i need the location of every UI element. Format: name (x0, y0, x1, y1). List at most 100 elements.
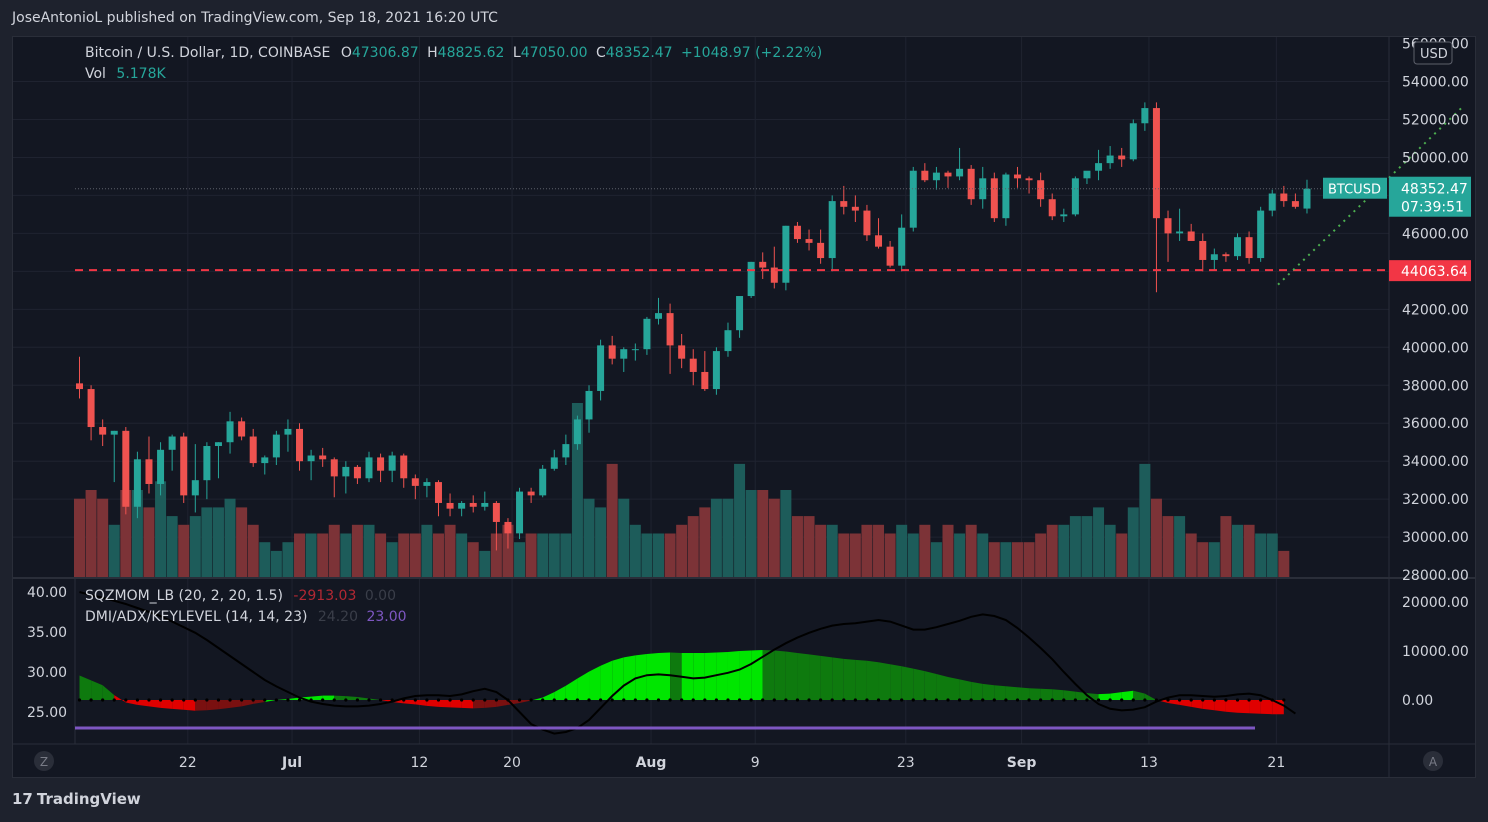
volume-bar (803, 516, 815, 577)
squeeze-dot (274, 698, 278, 702)
squeeze-dot (228, 698, 232, 702)
price-axis-label: 46000.00 (1402, 226, 1469, 242)
candle-body (1002, 174, 1010, 219)
squeeze-dot (240, 698, 244, 702)
candle-body (168, 436, 176, 450)
candle-body (678, 345, 686, 359)
sqzmom-histogram-segment (496, 700, 508, 707)
legend-low: 47050.00 (520, 45, 588, 61)
sqzmom-histogram-segment (357, 697, 369, 700)
time-axis-label: Aug (636, 755, 667, 771)
volume-bar (247, 524, 259, 577)
sqzmom-histogram-segment (600, 660, 613, 700)
candle-body (1106, 155, 1114, 164)
candle-body (1234, 237, 1241, 257)
volume-bar (548, 533, 560, 577)
squeeze-dot (147, 698, 151, 702)
candle-body (956, 168, 964, 177)
sqzmom-histogram-segment (646, 652, 659, 700)
volume-bar (236, 507, 248, 577)
sqzmom-histogram-segment (287, 697, 300, 700)
legend-vol-label: Vol (85, 66, 106, 82)
candle-body (909, 170, 917, 228)
chart-container[interactable]: 56000.0054000.0052000.0050000.0046000.00… (12, 36, 1476, 778)
squeeze-dot (182, 698, 186, 702)
time-axis-label: Jul (281, 755, 302, 771)
candle-body (851, 206, 859, 211)
sqzmom-histogram-segment (878, 662, 891, 700)
volume-bar (317, 533, 329, 577)
symbol-tag-label: BTCUSD (1328, 183, 1381, 198)
volume-bar (490, 533, 502, 577)
currency-badge[interactable] (1413, 41, 1453, 65)
publish-header: JoseAntonioL published on TradingView.co… (12, 10, 498, 26)
candle-body (1095, 163, 1103, 171)
squeeze-dot (552, 698, 556, 702)
squeeze-dot (819, 698, 823, 702)
sqzmom-zero: 0.00 (364, 588, 396, 604)
candle-body (411, 478, 419, 486)
squeeze-dot (216, 698, 221, 702)
candles (76, 102, 1311, 551)
main-legend: Bitcoin / U.S. Dollar, 1D, COINBASE O473… (85, 45, 822, 61)
support-tag (1389, 260, 1471, 282)
sqzmom-histogram-segment (125, 700, 138, 705)
time-axis-label: 21 (1267, 755, 1285, 771)
volume-bar (514, 542, 526, 577)
candle-body (1245, 237, 1253, 259)
volume-bar (710, 498, 722, 577)
sqzmom-histogram-segment (901, 666, 914, 700)
candle-body (342, 466, 350, 477)
volume-legend: Vol 5.178K (85, 66, 166, 82)
volume-bar (768, 498, 780, 577)
sqzmom-histogram-segment (565, 678, 578, 700)
volume-bar (757, 490, 769, 577)
sqzmom-histogram-segment (866, 660, 879, 700)
squeeze-dot (1247, 698, 1251, 702)
sqzmom-histogram-segment (148, 700, 161, 708)
candle-body (898, 227, 906, 266)
squeeze-dot (1131, 698, 1135, 702)
sqzmom-histogram-segment (473, 700, 485, 709)
sqzmom-histogram-segment (681, 652, 694, 700)
candle-body (492, 502, 500, 522)
squeeze-dot (575, 698, 580, 702)
volume-bars (74, 403, 1290, 577)
squeeze-dot (1235, 698, 1240, 702)
currency-label: USD (1420, 47, 1448, 62)
candle-body (1025, 178, 1033, 181)
sqzmom-histogram-segment (160, 700, 173, 709)
sqzmom-histogram-segment (1202, 700, 1215, 711)
candle-body (504, 521, 512, 534)
squeeze-dot (344, 698, 348, 702)
sqzmom-histogram-segment (1144, 693, 1157, 700)
squeeze-dot (1259, 698, 1263, 702)
squeeze-dot (1178, 698, 1182, 702)
volume-bar (398, 533, 410, 577)
sqzmom-histogram-segment (322, 695, 335, 700)
squeeze-dot (691, 698, 695, 702)
volume-bar (259, 542, 271, 577)
legend-close: 48352.47 (605, 45, 673, 61)
candle-body (249, 436, 257, 464)
trendline[interactable] (1277, 105, 1465, 286)
candle-body (307, 455, 315, 462)
chart-svg[interactable]: 56000.0054000.0052000.0050000.0046000.00… (13, 37, 1475, 777)
squeeze-dot (622, 698, 626, 702)
sqzmom-histogram-segment (218, 700, 231, 710)
candle-body (747, 261, 755, 297)
candle-body (1164, 218, 1172, 234)
candle-body (353, 466, 361, 479)
zoom-button[interactable] (34, 751, 54, 771)
squeeze-dot (749, 698, 753, 702)
sqzmom-histogram-segment (1168, 700, 1180, 705)
candle-body (469, 502, 477, 507)
volume-bar (97, 498, 109, 577)
candle-body (87, 389, 95, 428)
symbol-tag (1323, 177, 1387, 199)
candle-body (180, 436, 188, 496)
tradingview-logo[interactable]: 17 TradingView (12, 790, 141, 808)
last-price-tag (1389, 176, 1471, 217)
volume-bar (456, 533, 468, 577)
auto-scale-button[interactable] (1423, 751, 1443, 771)
